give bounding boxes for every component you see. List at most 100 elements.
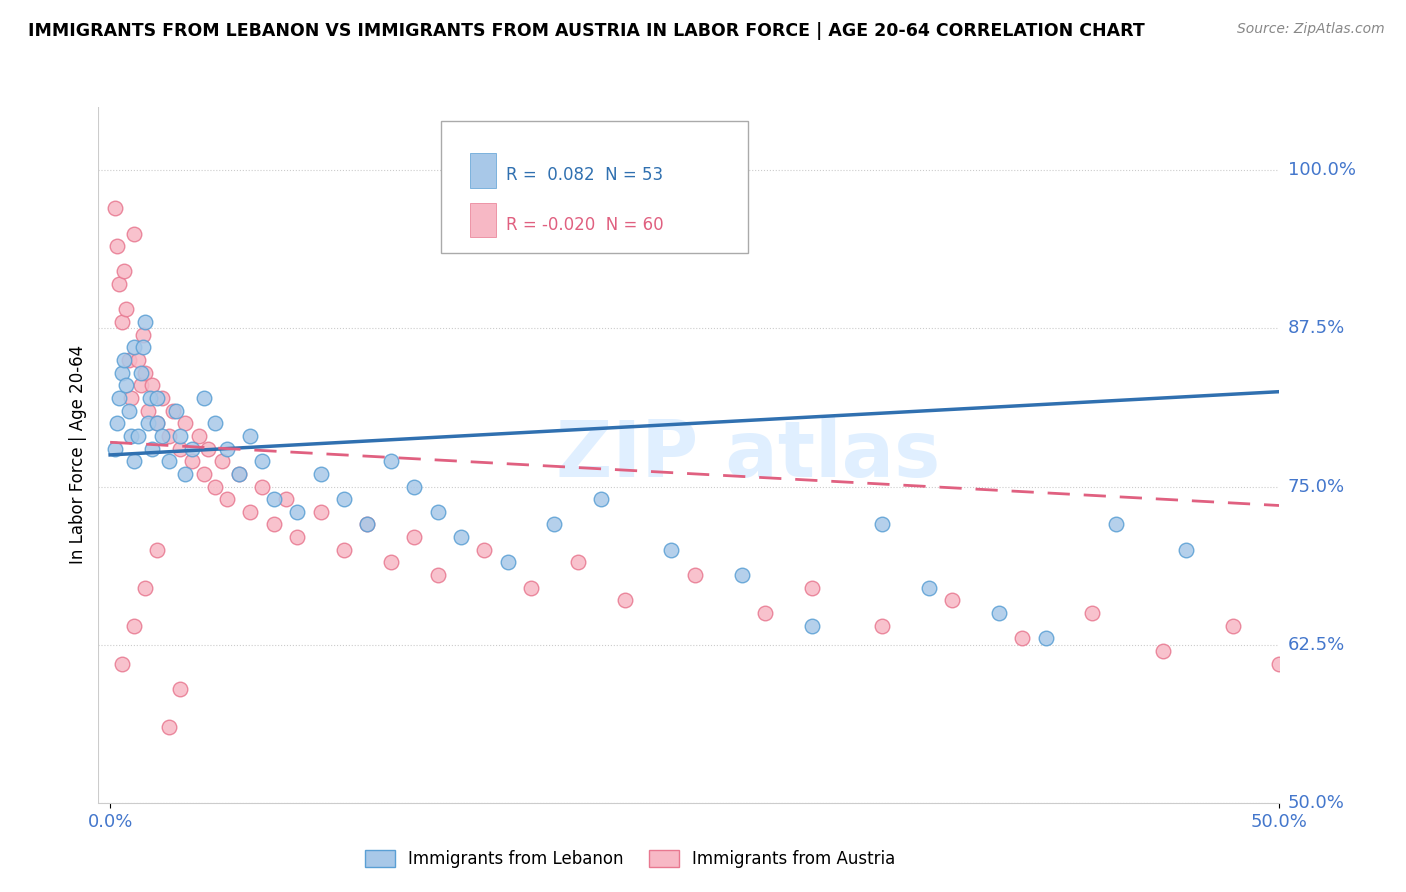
Point (150, 391, 173, 405)
Point (188, 429, 211, 443)
Point (380, 454, 402, 468)
Point (1268, 657, 1291, 671)
Point (1011, 632, 1033, 646)
Y-axis label: In Labor Force | Age 20-64: In Labor Force | Age 20-64 (69, 345, 87, 565)
Point (567, 556, 589, 570)
Point (169, 442, 191, 456)
Point (181, 454, 204, 468)
Point (157, 454, 180, 468)
Text: 100.0%: 100.0% (1288, 161, 1355, 179)
Point (111, 315, 134, 329)
Point (661, 542, 683, 557)
Point (108, 277, 131, 292)
Point (136, 403, 159, 417)
Point (105, 239, 128, 253)
Point (104, 442, 127, 456)
Point (120, 391, 142, 405)
Point (169, 429, 191, 443)
Point (134, 366, 156, 380)
Point (115, 378, 138, 392)
Point (112, 264, 135, 278)
Point (309, 505, 332, 519)
Point (146, 542, 169, 557)
Text: 87.5%: 87.5% (1288, 319, 1346, 337)
Point (136, 417, 159, 431)
Point (127, 353, 149, 368)
Point (356, 517, 378, 532)
Point (987, 606, 1010, 620)
Point (134, 315, 156, 329)
Point (250, 454, 273, 468)
Point (139, 391, 162, 405)
Point (1081, 606, 1104, 620)
FancyBboxPatch shape (441, 121, 748, 253)
Point (450, 530, 472, 544)
Point (169, 681, 191, 696)
Text: R =  0.082  N = 53: R = 0.082 N = 53 (506, 166, 664, 185)
Point (543, 517, 565, 532)
Point (333, 542, 356, 557)
Point (404, 530, 426, 544)
Text: R = -0.020  N = 60: R = -0.020 N = 60 (506, 216, 664, 234)
Text: 50.0%: 50.0% (1288, 794, 1344, 812)
Text: IMMIGRANTS FROM LEBANON VS IMMIGRANTS FROM AUSTRIA IN LABOR FORCE | AGE 20-64 CO: IMMIGRANTS FROM LEBANON VS IMMIGRANTS FR… (28, 22, 1144, 40)
Point (285, 505, 308, 519)
Point (111, 366, 134, 380)
Point (122, 340, 145, 354)
Point (228, 467, 250, 481)
Point (333, 492, 356, 507)
Point (1222, 618, 1244, 632)
Point (211, 454, 233, 468)
Point (193, 467, 215, 481)
Point (263, 517, 285, 532)
Point (683, 568, 706, 582)
Point (129, 366, 152, 380)
Point (496, 556, 519, 570)
Point (520, 581, 543, 595)
Point (1105, 517, 1128, 532)
Point (404, 479, 426, 493)
Point (870, 618, 893, 632)
Point (215, 442, 238, 456)
Point (104, 201, 127, 215)
Point (263, 492, 285, 507)
Point (157, 429, 180, 443)
Point (228, 467, 250, 481)
Point (118, 353, 141, 368)
Point (111, 657, 134, 671)
Point (150, 429, 173, 443)
Point (132, 340, 155, 354)
Point (120, 429, 142, 443)
Point (870, 517, 893, 532)
Point (309, 467, 332, 481)
Point (380, 556, 402, 570)
Point (1152, 644, 1174, 658)
Point (754, 606, 776, 620)
Point (157, 720, 180, 734)
Point (215, 492, 238, 507)
Point (356, 517, 378, 532)
Point (122, 454, 145, 468)
Point (146, 417, 169, 431)
FancyBboxPatch shape (471, 202, 496, 237)
Point (162, 403, 184, 417)
Point (165, 403, 187, 417)
Point (250, 479, 273, 493)
Point (127, 429, 149, 443)
Point (118, 403, 141, 417)
Point (730, 568, 752, 582)
Point (129, 378, 152, 392)
Point (591, 492, 613, 507)
Point (146, 417, 169, 431)
Text: 62.5%: 62.5% (1288, 636, 1346, 654)
Point (613, 593, 636, 607)
Text: 75.0%: 75.0% (1288, 477, 1346, 496)
FancyBboxPatch shape (471, 153, 496, 187)
Point (115, 302, 138, 317)
Point (1035, 632, 1057, 646)
Point (204, 417, 226, 431)
Point (122, 227, 145, 241)
Point (426, 505, 449, 519)
Point (941, 593, 963, 607)
Point (800, 618, 823, 632)
